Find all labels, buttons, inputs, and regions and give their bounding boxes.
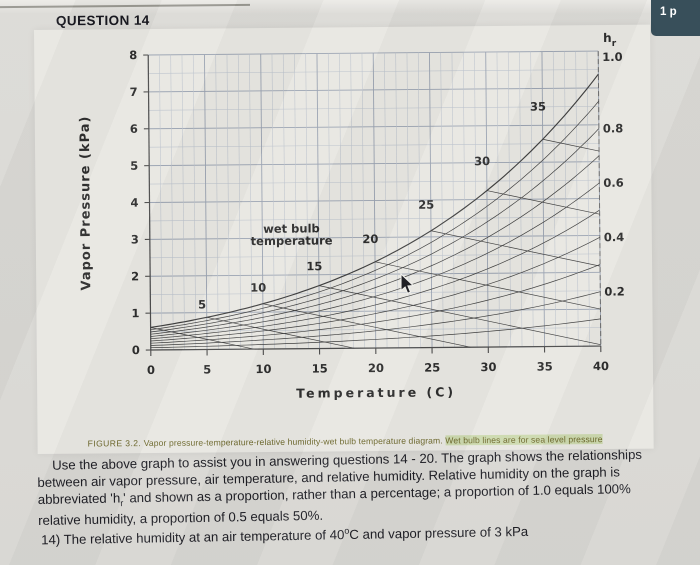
svg-text:8: 8 — [129, 48, 137, 62]
svg-text:0: 0 — [132, 343, 140, 357]
svg-text:35: 35 — [530, 99, 546, 113]
svg-text:hr: hr — [603, 31, 617, 49]
figure-panel: 0 5 10 15 20 25 30 35 40 0 1 2 3 4 5 6 7 8 Temperature (C)… — [34, 24, 654, 454]
svg-text:15: 15 — [312, 361, 328, 375]
points-badge: 1 p — [651, 0, 700, 36]
svg-text:6: 6 — [130, 122, 138, 136]
svg-text:10: 10 — [255, 362, 271, 376]
svg-text:1: 1 — [131, 306, 139, 320]
svg-text:0.8: 0.8 — [603, 121, 623, 135]
svg-text:5: 5 — [203, 362, 211, 376]
question-header: QUESTION 14 — [55, 12, 150, 29]
svg-text:wet bulb: wet bulb — [263, 221, 320, 235]
svg-text:1.0: 1.0 — [602, 50, 622, 64]
mouse-cursor — [400, 273, 415, 295]
svg-text:15: 15 — [306, 259, 322, 273]
svg-text:7: 7 — [129, 85, 137, 99]
figure-caption-label: FIGURE 3.2. — [87, 438, 142, 449]
svg-text:5: 5 — [198, 297, 206, 311]
svg-text:30: 30 — [474, 154, 490, 168]
svg-text:5: 5 — [130, 159, 138, 173]
svg-text:25: 25 — [424, 360, 440, 374]
scan-edge-line — [0, 3, 251, 8]
svg-text:0.6: 0.6 — [603, 176, 623, 190]
question-text-suffix: C and vapor pressure of 3 kPa — [349, 523, 529, 543]
figure-caption-highlight: Wet bulb lines are for sea level pressur… — [445, 434, 603, 446]
svg-text:0.4: 0.4 — [604, 230, 624, 244]
figure-caption-text: Vapor pressure-temperature-relative humi… — [143, 435, 443, 449]
svg-text:0: 0 — [147, 363, 155, 377]
svg-text:35: 35 — [537, 359, 553, 373]
psychrometric-chart: 0 5 10 15 20 25 30 35 40 0 1 2 3 4 5 6 7 8 Temperature (C)… — [78, 31, 625, 401]
svg-text:10: 10 — [250, 281, 266, 295]
svg-text:Temperature (C): Temperature (C) — [296, 384, 456, 400]
svg-text:temperature: temperature — [251, 233, 333, 248]
svg-text:4: 4 — [130, 196, 138, 210]
svg-text:Vapor Pressure (kPa): Vapor Pressure (kPa) — [78, 115, 95, 290]
svg-text:30: 30 — [480, 360, 496, 374]
question-text-prefix: 14) The relative humidity at an air temp… — [41, 527, 345, 548]
points-label: 1 p — [660, 6, 677, 18]
instructions-paragraph: Use the above graph to assist you in ans… — [37, 446, 644, 529]
svg-text:20: 20 — [368, 361, 384, 375]
svg-text:2: 2 — [131, 269, 139, 283]
svg-text:40: 40 — [593, 359, 609, 373]
svg-text:25: 25 — [418, 198, 434, 212]
svg-text:3: 3 — [131, 232, 139, 246]
svg-text:20: 20 — [362, 232, 378, 246]
svg-text:0.2: 0.2 — [604, 284, 624, 298]
